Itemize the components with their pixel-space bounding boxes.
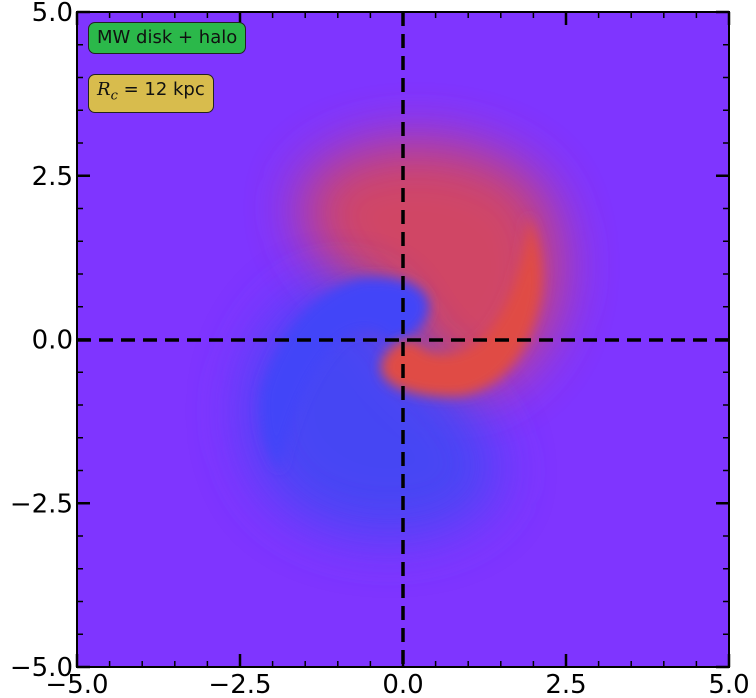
y-tick-label: 5.0 (32, 0, 73, 28)
x-axis: −5.0 −2.5 0.0 2.5 5.0 (45, 12, 750, 698)
spiral-red-core (381, 215, 542, 397)
y-tick-label: −2.5 (10, 489, 73, 519)
x-tick-label: 2.5 (545, 670, 586, 698)
rc-label-badge: Rc = 12 kpc (88, 74, 214, 113)
y-tick-label: 0.0 (32, 326, 73, 356)
y-axis: −5.0 −2.5 0.0 2.5 5.0 (10, 0, 729, 683)
heatmap-layer (245, 142, 560, 538)
model-label-badge: MW disk + halo (88, 22, 247, 54)
x-tick-label: 5.0 (708, 670, 749, 698)
y-tick-label: 2.5 (32, 162, 73, 192)
spiral-blue-core (260, 277, 429, 470)
x-tick-label: −5.0 (45, 670, 108, 698)
x-tick-label: −2.5 (208, 670, 271, 698)
rc-value: = 12 kpc (117, 79, 205, 100)
y-tick-label: −5.0 (10, 653, 73, 683)
rc-symbol: R (97, 79, 111, 100)
rc-subscript: c (110, 88, 118, 104)
model-label: MW disk + halo (97, 27, 238, 48)
x-tick-label: 0.0 (382, 670, 423, 698)
